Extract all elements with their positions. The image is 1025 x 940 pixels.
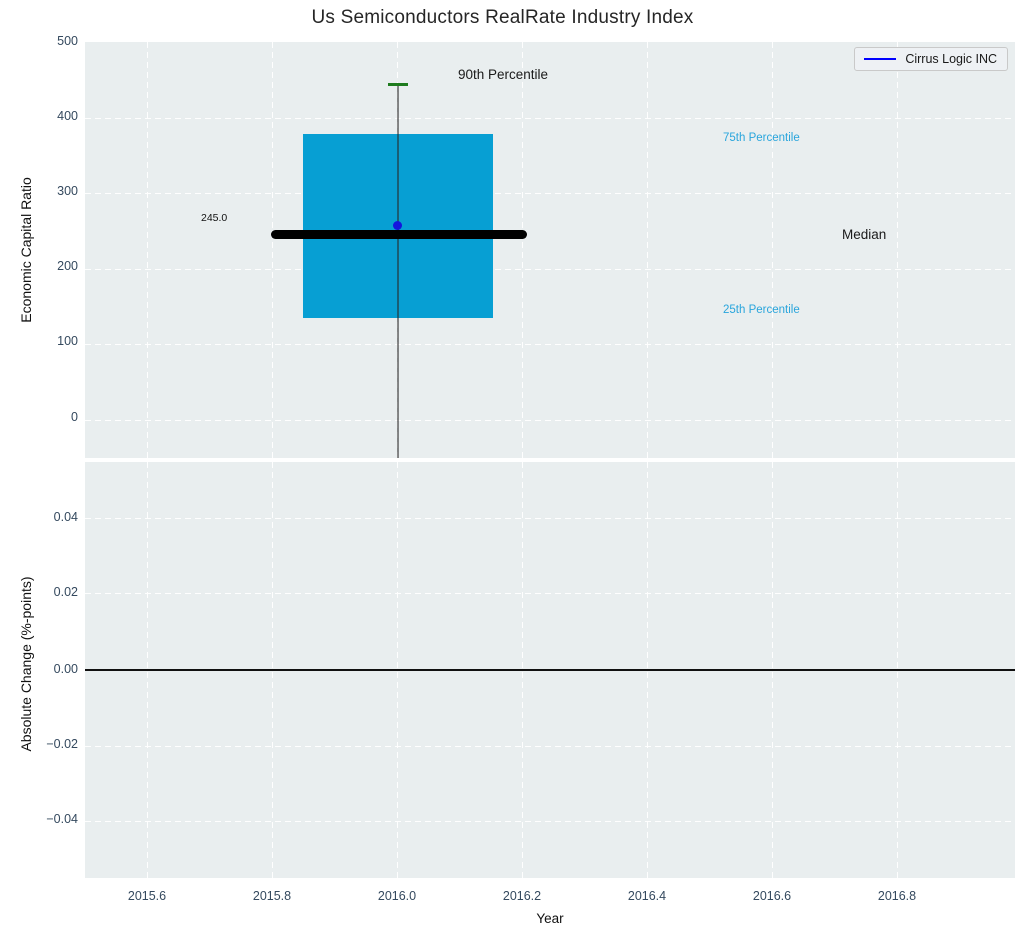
xtick: 2016.2 <box>502 889 542 903</box>
gridline-horizontal <box>85 518 1015 519</box>
ytick-bottom: −0.02 <box>46 737 78 751</box>
ytick-bottom: −0.04 <box>46 812 78 826</box>
ytick-top: 200 <box>57 259 78 273</box>
ytick-top: 300 <box>57 184 78 198</box>
legend-line-sample <box>864 58 897 60</box>
xtick: 2016.4 <box>627 889 667 903</box>
median-line <box>271 230 527 239</box>
gridline-vertical <box>772 42 773 458</box>
gridline-horizontal <box>85 746 1015 747</box>
ytick-bottom: 0.04 <box>53 510 78 524</box>
gridline-horizontal <box>85 593 1015 594</box>
chart-title: Us Semiconductors RealRate Industry Inde… <box>311 7 694 28</box>
xtick: 2015.8 <box>252 889 292 903</box>
xtick: 2016.0 <box>377 889 417 903</box>
xlabel-year: Year <box>536 911 564 926</box>
label-75th-percentile: 75th Percentile <box>723 132 800 144</box>
label-median-value: 245.0 <box>201 212 228 224</box>
ylabel-economic-capital-ratio: Economic Capital Ratio <box>18 177 34 323</box>
gridline-horizontal <box>85 344 1015 345</box>
ytick-bottom: 0.00 <box>53 662 78 676</box>
gridline-vertical <box>522 42 523 458</box>
ytick-top: 400 <box>57 109 78 123</box>
xtick: 2015.6 <box>127 889 167 903</box>
xtick: 2016.8 <box>877 889 917 903</box>
gridline-vertical <box>272 42 273 458</box>
gridline-vertical <box>147 42 148 458</box>
zero-reference-line <box>85 669 1015 671</box>
ytick-top: 100 <box>57 334 78 348</box>
gridline-horizontal <box>85 118 1015 119</box>
whisker-line <box>397 85 399 458</box>
gridline-vertical <box>647 42 648 458</box>
ytick-bottom: 0.02 <box>53 585 78 599</box>
legend: Cirrus Logic INC <box>854 47 1008 71</box>
xtick: 2016.6 <box>752 889 792 903</box>
label-25th-percentile: 25th Percentile <box>723 304 800 316</box>
ylabel-absolute-change: Absolute Change (%-points) <box>18 576 34 752</box>
legend-label: Cirrus Logic INC <box>905 52 997 66</box>
label-median: Median <box>842 227 887 242</box>
whisker-cap-90th <box>388 83 408 86</box>
gridline-vertical <box>897 42 898 458</box>
company-point-dot <box>393 221 402 230</box>
gridline-horizontal <box>85 269 1015 270</box>
top-axes: 90th Percentile 75th Percentile 25th Per… <box>85 42 1015 458</box>
gridline-horizontal <box>85 821 1015 822</box>
ytick-top: 500 <box>57 34 78 48</box>
gridline-horizontal <box>85 420 1015 421</box>
ytick-top: 0 <box>71 410 78 424</box>
gridline-horizontal <box>85 193 1015 194</box>
bottom-axes <box>85 462 1015 878</box>
label-90th-percentile: 90th Percentile <box>458 67 549 82</box>
